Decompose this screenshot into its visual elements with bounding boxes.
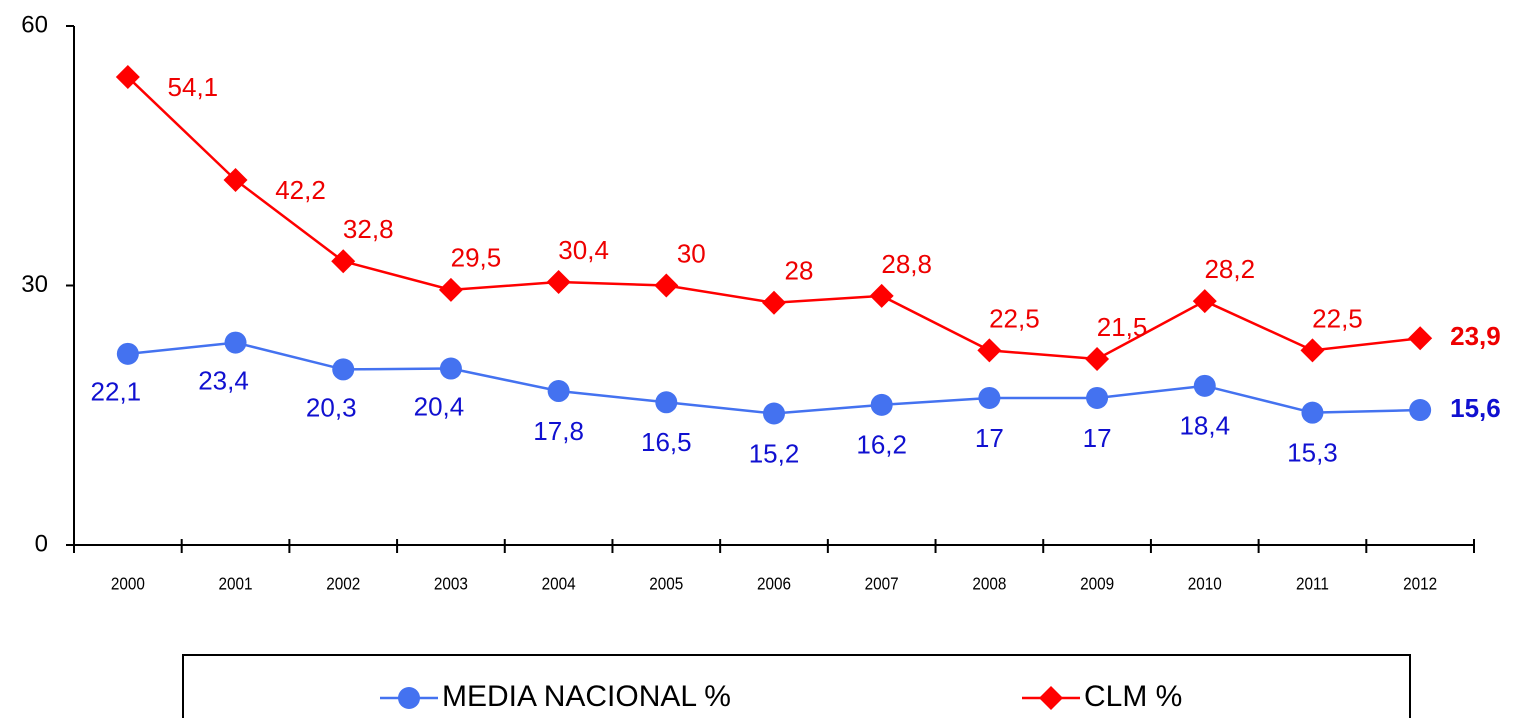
data-label: 16,2 [856, 430, 907, 460]
data-label: 16,5 [641, 427, 692, 457]
legend-box [182, 654, 1411, 718]
data-label: 32,8 [343, 214, 394, 244]
data-point [977, 338, 1002, 363]
data-label: 28 [785, 256, 814, 286]
x-tick-label: 2009 [1080, 574, 1114, 594]
data-point [1086, 386, 1109, 409]
y-tick-label: 30 [21, 271, 48, 298]
data-label: 22,5 [1312, 303, 1363, 333]
data-label: 30 [677, 238, 706, 268]
data-point [1301, 401, 1324, 424]
data-label: 17,8 [533, 416, 584, 446]
data-point [1300, 338, 1325, 363]
data-point [438, 277, 463, 302]
data-label: 18,4 [1179, 411, 1230, 441]
data-point [762, 290, 786, 315]
x-tick-label: 2007 [865, 574, 899, 594]
data-label: 23,4 [198, 365, 249, 395]
x-tick-label: 2002 [326, 574, 360, 594]
x-tick-label: 2004 [542, 574, 576, 594]
legend-marker [1039, 686, 1063, 710]
data-point [547, 380, 570, 403]
data-label: 21,5 [1097, 312, 1148, 342]
data-point [1409, 399, 1432, 422]
data-label: 29,5 [451, 243, 502, 273]
legend-label: MEDIA NACIONAL % [442, 680, 731, 713]
data-label: 54,1 [168, 72, 219, 102]
data-label: 20,4 [414, 391, 465, 421]
data-label: 15,3 [1287, 438, 1338, 468]
data-point [978, 386, 1001, 409]
data-label: 23,9 [1450, 321, 1501, 351]
data-label: 28,2 [1204, 254, 1255, 284]
data-point [223, 167, 248, 192]
data-point [1193, 374, 1216, 397]
x-tick-label: 2001 [219, 574, 253, 594]
data-label: 15,6 [1450, 393, 1501, 423]
data-point [115, 65, 140, 90]
x-tick-label: 2006 [757, 574, 791, 594]
x-tick-label: 2003 [434, 574, 468, 594]
data-point [869, 283, 894, 308]
data-label: 22,1 [91, 377, 142, 407]
legend-marker [398, 687, 420, 709]
x-tick-label: 2000 [111, 574, 145, 594]
data-label: 20,3 [306, 392, 357, 422]
x-tick-label: 2005 [649, 574, 683, 594]
data-point [116, 342, 139, 365]
y-tick-label: 0 [35, 530, 48, 557]
data-label: 28,8 [881, 249, 932, 279]
data-label: 42,2 [275, 175, 326, 205]
data-label: 22,5 [989, 303, 1040, 333]
data-point [332, 358, 355, 381]
x-tick-label: 2012 [1403, 574, 1437, 594]
data-point [331, 249, 356, 274]
data-point [439, 357, 462, 380]
x-tick-label: 2011 [1296, 574, 1329, 594]
data-point [763, 402, 785, 425]
data-label: 17 [975, 423, 1004, 453]
data-point [224, 331, 247, 354]
x-tick-label: 2008 [972, 574, 1006, 594]
data-point [546, 270, 571, 295]
data-point [1085, 347, 1110, 372]
data-point [870, 393, 893, 416]
legend-label: CLM % [1084, 680, 1182, 713]
data-point [1408, 326, 1433, 351]
data-point [655, 391, 678, 414]
x-tick-label: 2010 [1188, 574, 1222, 594]
y-tick-label: 60 [21, 11, 48, 38]
data-label: 15,2 [749, 438, 800, 468]
data-point [654, 273, 679, 298]
data-label: 30,4 [558, 235, 609, 265]
series-line [126, 76, 1421, 361]
data-point [1192, 289, 1217, 314]
data-label: 17 [1083, 423, 1112, 453]
